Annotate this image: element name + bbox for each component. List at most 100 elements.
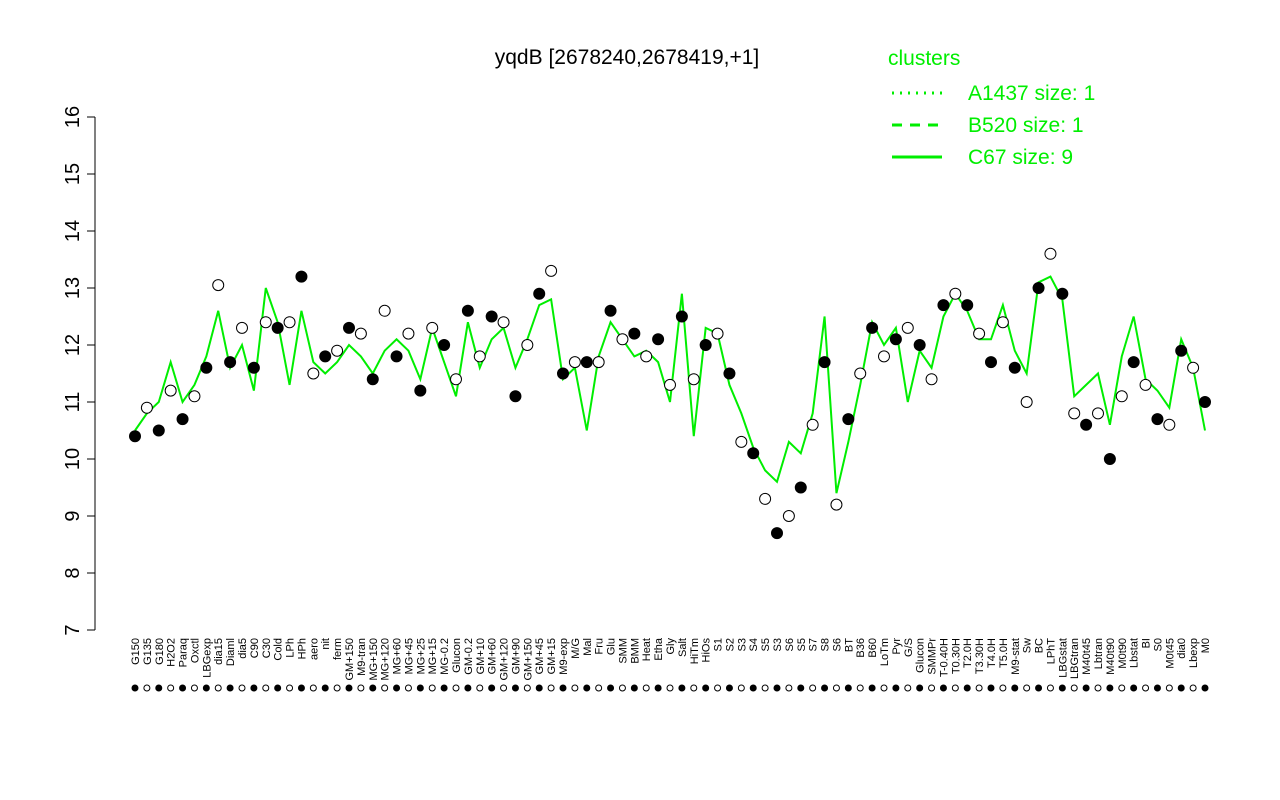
rug-mark xyxy=(951,684,959,692)
point xyxy=(283,316,296,329)
point xyxy=(1151,413,1164,426)
point xyxy=(212,279,225,292)
x-tick-label: GM+60 xyxy=(487,638,499,674)
point xyxy=(878,350,890,363)
x-tick-label: Glucon xyxy=(451,638,463,673)
point xyxy=(818,356,831,369)
rug-mark xyxy=(654,684,662,692)
rug-mark xyxy=(809,684,817,692)
x-tick-label: S5 xyxy=(760,638,772,651)
rug-mark xyxy=(856,684,864,692)
point xyxy=(307,367,320,380)
point xyxy=(1127,356,1140,369)
rug-mark xyxy=(892,684,900,692)
y-tick-label: 15 xyxy=(62,163,84,185)
rug-mark xyxy=(535,684,543,692)
y-tick-label: 8 xyxy=(62,567,84,578)
rug-mark xyxy=(702,684,710,692)
point xyxy=(747,447,760,460)
x-tick-label: M0t90 xyxy=(1117,638,1129,669)
rug-mark xyxy=(618,684,626,692)
legend-label: C67 size: 9 xyxy=(968,146,1073,169)
point xyxy=(545,264,558,277)
x-tick-label: nit xyxy=(320,638,332,650)
x-tick-label: MG-0.2 xyxy=(439,638,451,675)
rug-mark xyxy=(595,684,603,692)
x-tick-label: T2.0H xyxy=(962,638,974,668)
x-tick-label: BI xyxy=(1141,638,1153,648)
rug-mark xyxy=(547,684,555,692)
x-tick-label: M/G xyxy=(570,638,582,659)
point xyxy=(390,350,403,363)
point xyxy=(1092,407,1104,420)
point xyxy=(628,327,641,340)
point xyxy=(759,492,772,505)
x-tick-label: M40t90 xyxy=(1105,638,1117,675)
point xyxy=(901,321,914,334)
y-tick-label: 14 xyxy=(62,220,84,242)
rug-mark xyxy=(1189,684,1197,692)
rug-mark xyxy=(393,684,401,692)
x-tick-label: S4 xyxy=(748,638,760,651)
rug-mark xyxy=(749,684,757,692)
x-tick-label: GM+150 xyxy=(522,638,534,681)
point xyxy=(1032,282,1045,294)
point xyxy=(568,356,581,369)
x-tick-label: Gly xyxy=(665,638,677,655)
rug-mark xyxy=(714,684,722,692)
point xyxy=(1044,247,1057,260)
point xyxy=(616,333,629,346)
point xyxy=(711,327,724,340)
x-tick-label: T-0.40H xyxy=(938,638,950,677)
point xyxy=(295,270,308,283)
x-tick-label: SMM xyxy=(617,638,629,664)
y-tick-label: 10 xyxy=(62,448,84,470)
x-tick-label: HiOs xyxy=(701,638,713,663)
x-tick-label: Lbstat xyxy=(1129,638,1141,668)
point xyxy=(723,367,736,380)
rug-mark xyxy=(797,684,805,692)
point xyxy=(973,327,986,340)
rug-mark xyxy=(214,684,222,692)
rug-mark xyxy=(238,684,246,692)
point xyxy=(521,339,534,351)
x-tick-label: Diaml xyxy=(225,638,237,666)
x-tick-label: LBGstat xyxy=(1057,638,1069,678)
rug-mark xyxy=(155,684,163,692)
x-tick-label: LPhT xyxy=(1045,638,1057,665)
x-tick-label: H2O2 xyxy=(166,638,178,667)
point xyxy=(414,384,427,397)
x-tick-label: BC xyxy=(1034,638,1046,653)
x-tick-label: S0 xyxy=(1152,638,1164,651)
x-tick-label: BMM xyxy=(629,638,641,664)
legend-label: A1437 size: 1 xyxy=(968,82,1095,105)
point xyxy=(319,350,332,363)
rug-mark xyxy=(202,684,210,692)
cluster-line xyxy=(134,275,1206,494)
point xyxy=(806,418,819,431)
rug-mark xyxy=(1106,684,1114,692)
point xyxy=(949,287,962,300)
rug-mark xyxy=(999,684,1007,692)
rug-mark xyxy=(416,684,424,692)
point xyxy=(1199,396,1211,408)
rug-mark xyxy=(832,684,840,692)
x-tick-label: Heat xyxy=(641,638,653,661)
rug-mark xyxy=(928,684,936,692)
rug-mark xyxy=(143,684,151,692)
x-tick-label: Oxctl xyxy=(189,638,201,663)
rug-mark xyxy=(1046,684,1054,692)
rug-mark xyxy=(488,684,496,692)
rug-mark xyxy=(428,684,436,692)
rug-mark xyxy=(1011,684,1019,692)
rug-mark xyxy=(286,684,294,692)
rug-mark xyxy=(987,684,995,692)
x-tick-label: B36 xyxy=(855,638,867,658)
point xyxy=(1008,361,1021,374)
rug-mark xyxy=(226,684,234,692)
rug-mark xyxy=(678,684,686,692)
y-tick-label: 12 xyxy=(62,334,84,356)
x-tick-label: C90 xyxy=(249,638,261,658)
rug-mark xyxy=(333,684,341,692)
